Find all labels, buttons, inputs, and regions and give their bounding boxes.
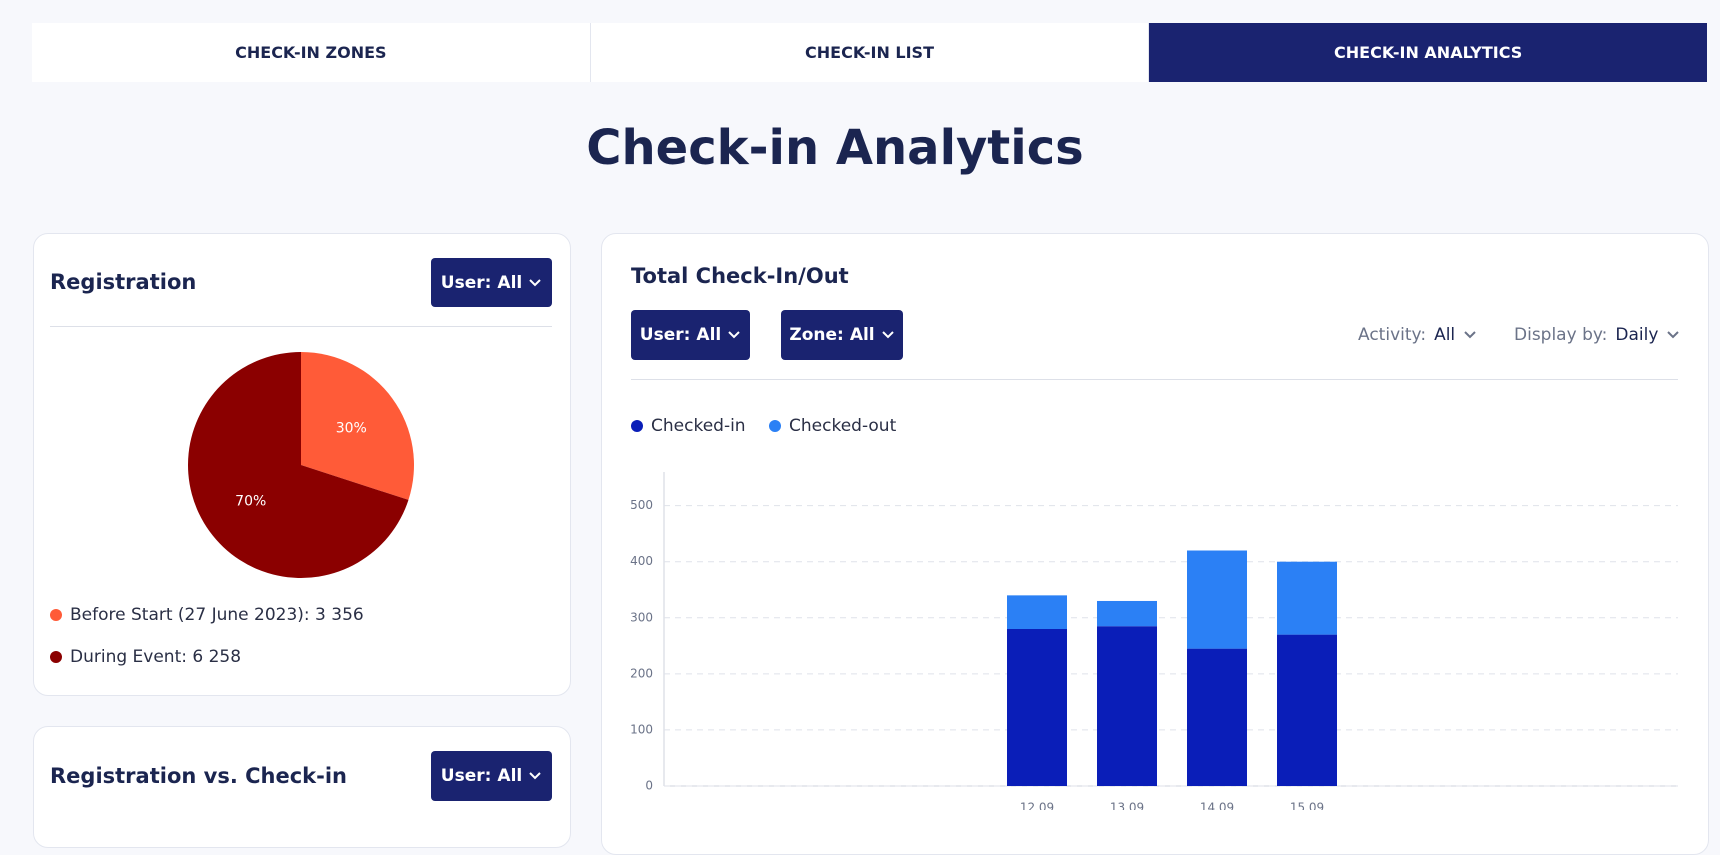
bar-segment [1097, 600, 1157, 627]
legend-label: Before Start (27 June 2023): 3 356 [70, 605, 364, 625]
legend-dot [769, 420, 781, 432]
x-tick-label: 12.09 [1020, 801, 1054, 811]
legend-dot [50, 651, 62, 663]
bar-segment [1187, 550, 1247, 649]
y-tick-label: 300 [630, 610, 653, 624]
chevron [881, 331, 894, 339]
option-label: Activity: [1358, 325, 1427, 345]
bar-segment [1187, 648, 1247, 786]
filter-label: Zone: [789, 325, 844, 345]
legend-label: During Event: 6 258 [70, 647, 242, 667]
bar-segment [1007, 595, 1067, 629]
pie-slice [301, 352, 414, 500]
bar-segment [1097, 626, 1157, 786]
chevron [529, 772, 541, 780]
filter-label: User: [440, 272, 492, 293]
filter-label: User: [639, 325, 691, 345]
tab-bar: CHECK-IN ZONES CHECK-IN LIST CHECK-IN AN… [32, 23, 1708, 82]
chevron [728, 331, 740, 339]
slice-label: 30% [336, 420, 367, 436]
tab-active[interactable]: CHECK-IN ANALYTICS [1149, 23, 1708, 82]
chevron [1464, 331, 1476, 339]
tab[interactable]: CHECK-IN ZONES [32, 23, 591, 82]
y-tick-label: 0 [645, 779, 653, 793]
card-title: Total Check-In/Out [631, 264, 849, 288]
separator [50, 326, 552, 327]
option-dropdown[interactable]: Activity: All [1358, 325, 1477, 345]
x-tick-label: 15.09 [1290, 801, 1324, 811]
filter-button[interactable]: Zone: All [781, 310, 903, 360]
legend-label: Checked-in [651, 416, 746, 436]
tab[interactable]: CHECK-IN LIST [591, 23, 1150, 82]
y-tick-label: 400 [630, 554, 653, 568]
filter-value: All [849, 325, 875, 345]
option-label: Display by: [1514, 325, 1608, 345]
card-title: Registration [50, 270, 197, 294]
legend-item: Checked-out [769, 416, 896, 436]
y-tick-label: 200 [630, 666, 653, 680]
filter-value: All [497, 272, 523, 293]
filter-button[interactable]: User: All [431, 751, 552, 801]
legend-dot [631, 420, 643, 432]
legend-item: Before Start (27 June 2023): 3 356 [50, 605, 364, 625]
charts: 30% 70% 0 100 200 300 400 500 12.09 13.09 14.09 15.… [188, 352, 1678, 811]
legend-dot [50, 609, 62, 621]
filter-value: All [696, 325, 722, 345]
separator [631, 379, 1678, 380]
page-title: Check-in Analytics [586, 120, 1084, 176]
option-value: All [1434, 325, 1456, 345]
option-value: Daily [1615, 325, 1659, 345]
y-tick-label: 500 [630, 498, 653, 512]
legend-item: Checked-in [631, 416, 746, 436]
option-dropdown[interactable]: Display by: Daily [1514, 325, 1680, 345]
filter-button[interactable]: User: All [431, 258, 552, 307]
filter-button[interactable]: User: All [631, 310, 750, 360]
bar-segment [1007, 629, 1067, 786]
chevron [529, 278, 541, 286]
y-tick-label: 100 [630, 722, 653, 736]
legend-label: Checked-out [789, 416, 897, 436]
bar-segment [1277, 634, 1337, 786]
card-title: Registration vs. Check-in [50, 764, 347, 788]
chevron [1667, 331, 1680, 339]
filter-label: User: [440, 766, 492, 786]
filter-value: All [497, 766, 523, 786]
x-tick-label: 14.09 [1200, 801, 1234, 811]
x-tick-label: 13.09 [1110, 801, 1144, 811]
bar-segment [1277, 561, 1337, 635]
slice-label: 70% [235, 494, 266, 510]
page: CHECK-IN ZONES CHECK-IN LIST CHECK-IN AN… [32, 23, 1709, 855]
pie-slice [188, 352, 409, 578]
legend-item: During Event: 6 258 [50, 647, 241, 667]
